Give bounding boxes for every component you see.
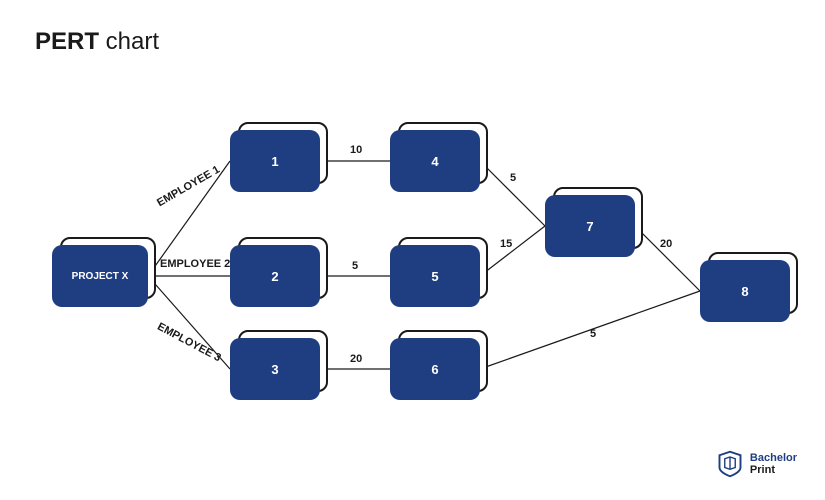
node-n7: 7 xyxy=(545,195,635,257)
logo-line2: Print xyxy=(750,464,797,476)
node-box: 8 xyxy=(700,260,790,322)
node-box: 6 xyxy=(390,338,480,400)
edge-label-n4-n7: 5 xyxy=(510,172,516,184)
edge-label-n7-n8: 20 xyxy=(660,238,672,250)
node-n5: 5 xyxy=(390,245,480,307)
node-n4: 4 xyxy=(390,130,480,192)
node-n1: 1 xyxy=(230,130,320,192)
edge-label-n1-n4: 10 xyxy=(350,144,362,156)
edge-n4-n7 xyxy=(480,161,545,226)
node-n6: 6 xyxy=(390,338,480,400)
logo-icon xyxy=(716,450,744,478)
node-box: 7 xyxy=(545,195,635,257)
node-box: 1 xyxy=(230,130,320,192)
node-px: PROJECT X xyxy=(52,245,148,307)
edge-n5-n7 xyxy=(480,226,545,276)
node-box: PROJECT X xyxy=(52,245,148,307)
edge-n7-n8 xyxy=(635,226,700,291)
logo-line1: Bachelor xyxy=(750,452,797,464)
node-n2: 2 xyxy=(230,245,320,307)
node-box: 4 xyxy=(390,130,480,192)
edge-label-n2-n5: 5 xyxy=(352,260,358,272)
brand-logo: Bachelor Print xyxy=(716,450,797,478)
edge-label-px-n2: EMPLOYEE 2 xyxy=(160,258,230,270)
edge-label-n5-n7: 15 xyxy=(500,238,512,250)
node-n3: 3 xyxy=(230,338,320,400)
node-box: 2 xyxy=(230,245,320,307)
node-n8: 8 xyxy=(700,260,790,322)
node-box: 5 xyxy=(390,245,480,307)
node-box: 3 xyxy=(230,338,320,400)
logo-text: Bachelor Print xyxy=(750,452,797,476)
edge-label-n3-n6: 20 xyxy=(350,353,362,365)
edge-label-n6-n8: 5 xyxy=(590,328,596,340)
